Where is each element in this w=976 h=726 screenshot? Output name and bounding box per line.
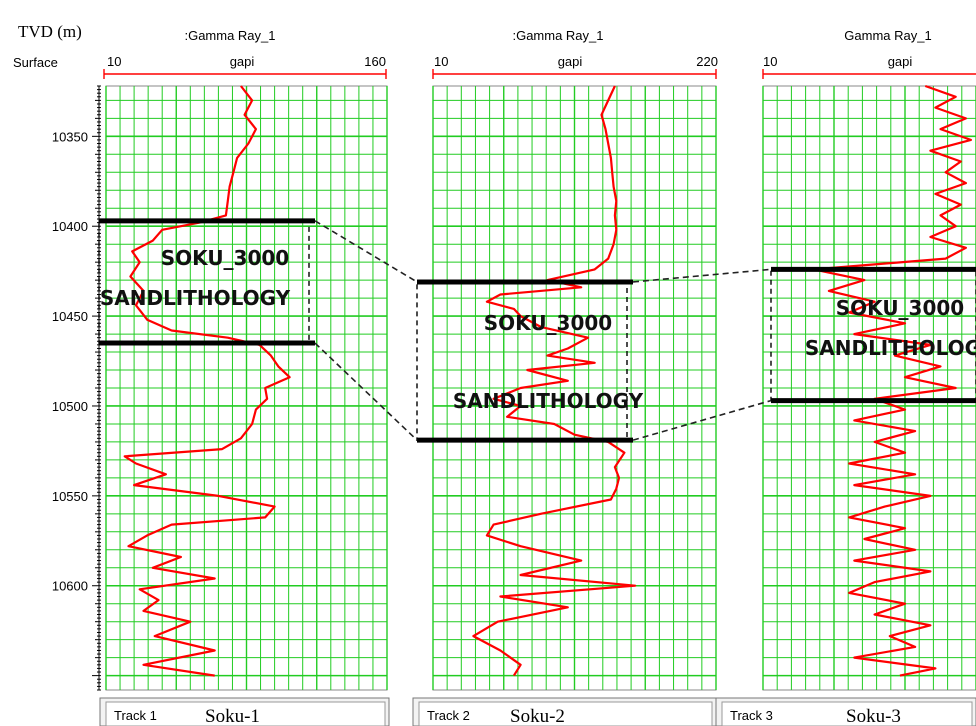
scale-min-label: 10 [763,54,777,69]
zone-label-formation: SOKU_3000 [484,311,612,335]
depth-tick-label: 10600 [52,579,88,594]
gamma-ray-curve [812,84,973,677]
track-footer-inner [721,701,973,726]
zone-box [416,281,628,441]
zone-label-formation: SOKU_3000 [836,296,964,320]
depth-axis: TVD (m) Surface 10350 10400 10450 10500 1055… [13,22,101,691]
zone-label-lithology: SANDLITHOLOGY [805,336,976,360]
depth-tick-label: 10350 [52,129,88,144]
curve-name: Gamma Ray_1 [844,28,931,43]
track-label: Track 1 [114,708,157,723]
curve-unit: gapi [888,54,913,69]
curve-unit: gapi [230,54,255,69]
depth-tick-label: 10450 [52,309,88,324]
zone-connectors [314,220,772,441]
zone-label-formation: SOKU_3000 [161,246,289,270]
depth-axis-title: TVD (m) [18,22,82,41]
scale-max-label: 160 [364,54,386,69]
zone-box [98,220,310,344]
depth-tick-label: 10400 [52,219,88,234]
well-name: Soku-2 [510,706,565,726]
scale-min-label: 10 [107,54,121,69]
well-name: Soku-1 [205,706,260,726]
track-1: :Gamma Ray_1 10 160 gapi SOKU_3000 SANDLITHOL… [98,28,390,726]
zone-label-lithology: SANDLITHOLOGY [453,389,644,413]
track-2: :Gamma Ray_1 10 220 gapi SOKU_3000 SANDLITHOL… [412,28,718,726]
curve-name: :Gamma Ray_1 [184,28,275,43]
curve-unit: gapi [558,54,583,69]
zone-label-lithology: SANDLITHOLOGY [100,286,291,310]
gamma-ray-curve [123,85,291,677]
zone-base-connector [632,399,772,441]
depth-tick-label: 10550 [52,489,88,504]
depth-reference-label: Surface [13,55,58,70]
curve-name: :Gamma Ray_1 [512,28,603,43]
depth-tick-label: 10500 [52,399,88,414]
track-footer-inner [105,701,386,726]
zone-top-connector [632,268,772,283]
track-label: Track 2 [427,708,470,723]
scale-min-label: 10 [434,54,448,69]
zone-base-connector [314,342,418,441]
track-footer-inner [418,701,713,726]
track-label: Track 3 [730,708,773,723]
scale-max-label: 220 [696,54,718,69]
track-3: Gamma Ray_1 10 gapi SOKU_3000 SANDLITHOLOGY T… [715,28,976,726]
gamma-ray-curve [472,85,637,677]
tracks: :Gamma Ray_1 10 160 gapi SOKU_3000 SANDLITHOL… [98,28,976,726]
well-name: Soku-3 [846,706,901,726]
